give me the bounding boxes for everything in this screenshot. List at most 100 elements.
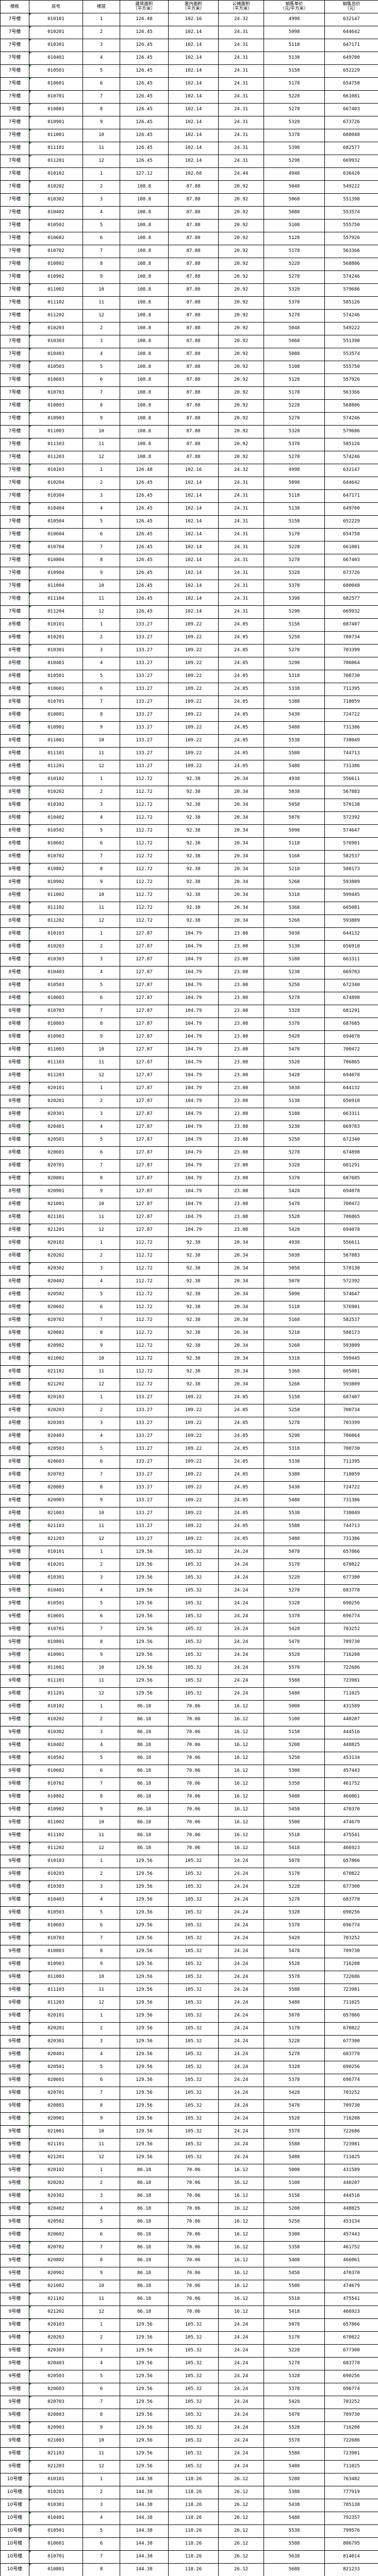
table-row[interactable]: 7号楼 011004 10 126.45 102.14 24.31 5378 680048 xyxy=(0,580,378,593)
cell-building[interactable]: 7号楼 xyxy=(0,580,29,593)
cell-building[interactable]: 8号楼 xyxy=(0,1159,29,1173)
cell-build_area[interactable]: 129.56 xyxy=(120,1893,169,1907)
cell-build_area[interactable]: 133.27 xyxy=(120,747,169,760)
cell-building[interactable]: 8号楼 xyxy=(0,1352,29,1366)
cell-inner_area[interactable]: 105.32 xyxy=(168,1880,219,1894)
cell-building[interactable]: 9号楼 xyxy=(0,1726,29,1739)
cell-total_price[interactable]: 700734 xyxy=(324,631,378,645)
cell-floor[interactable]: 6 xyxy=(83,1610,120,1623)
cell-floor[interactable]: 12 xyxy=(83,1842,120,1855)
cell-building[interactable]: 8号楼 xyxy=(0,1455,29,1469)
cell-unit_price[interactable]: 5518 xyxy=(264,2293,325,2306)
cell-room[interactable]: 010202 xyxy=(29,1713,83,1726)
cell-inner_area[interactable]: 105.32 xyxy=(168,1687,219,1701)
cell-share_area[interactable]: 23.08 xyxy=(218,1224,264,1237)
cell-floor[interactable]: 3 xyxy=(83,489,120,503)
cell-building[interactable]: 8号楼 xyxy=(0,914,29,928)
cell-floor[interactable]: 4 xyxy=(83,2048,120,2061)
cell-build_area[interactable]: 129.56 xyxy=(120,2447,169,2461)
cell-inner_area[interactable]: 109.22 xyxy=(168,721,219,735)
cell-floor[interactable]: 10 xyxy=(83,425,120,438)
cell-build_area[interactable]: 144.38 xyxy=(120,2550,169,2564)
cell-share_area[interactable]: 24.05 xyxy=(218,1520,264,1533)
cell-inner_area[interactable]: 92.38 xyxy=(168,837,219,851)
cell-total_price[interactable]: 673726 xyxy=(324,567,378,580)
cell-floor[interactable]: 11 xyxy=(83,1829,120,1842)
cell-room[interactable]: 010103 xyxy=(29,1855,83,1868)
cell-inner_area[interactable]: 87.88 xyxy=(168,232,219,245)
cell-room[interactable]: 010902 xyxy=(29,1803,83,1817)
cell-share_area[interactable]: 24.31 xyxy=(218,580,264,593)
cell-room[interactable]: 011102 xyxy=(29,902,83,915)
cell-room[interactable]: 011202 xyxy=(29,1842,83,1855)
cell-build_area[interactable]: 112.72 xyxy=(120,1301,169,1314)
cell-room[interactable]: 011003 xyxy=(29,1971,83,1984)
cell-room[interactable]: 010302 xyxy=(29,1726,83,1739)
cell-inner_area[interactable]: 105.32 xyxy=(168,2009,219,2023)
cell-floor[interactable]: 3 xyxy=(83,953,120,967)
cell-floor[interactable]: 6 xyxy=(83,1919,120,1933)
cell-share_area[interactable]: 24.24 xyxy=(218,2125,264,2139)
cell-build_area[interactable]: 133.27 xyxy=(120,683,169,696)
cell-build_area[interactable]: 112.72 xyxy=(120,1340,169,1353)
cell-share_area[interactable]: 16.12 xyxy=(218,1790,264,1804)
cell-share_area[interactable]: 16.12 xyxy=(218,2254,264,2267)
cell-total_price[interactable]: 647171 xyxy=(324,39,378,52)
cell-total_price[interactable]: 722686 xyxy=(324,2434,378,2448)
table-row[interactable]: 8号楼 010202 2 112.72 92.38 20.34 5038 567883 xyxy=(0,786,378,799)
cell-floor[interactable]: 12 xyxy=(83,760,120,773)
cell-floor[interactable]: 10 xyxy=(83,1816,120,1829)
cell-room[interactable]: 010803 xyxy=(29,1945,83,1958)
cell-unit_price[interactable]: 5228 xyxy=(264,1571,325,1585)
cell-build_area[interactable]: 126.45 xyxy=(120,90,169,104)
cell-share_area[interactable]: 24.05 xyxy=(218,696,264,709)
cell-build_area[interactable]: 86.18 xyxy=(120,2293,169,2306)
cell-floor[interactable]: 5 xyxy=(83,361,120,374)
table-row[interactable]: 9号楼 020303 3 129.56 105.32 24.24 5228 677300 xyxy=(0,2344,378,2358)
cell-inner_area[interactable]: 105.32 xyxy=(168,2035,219,2048)
cell-room[interactable]: 011002 xyxy=(29,283,83,297)
table-row[interactable]: 7号楼 010404 4 126.45 102.14 24.31 5138 649700 xyxy=(0,502,378,516)
cell-room[interactable]: 010701 xyxy=(29,1623,83,1636)
cell-share_area[interactable]: 23.08 xyxy=(218,1043,264,1057)
cell-inner_area[interactable]: 102.14 xyxy=(168,64,219,78)
cell-inner_area[interactable]: 104.79 xyxy=(168,1043,219,1057)
cell-share_area[interactable]: 24.24 xyxy=(218,2447,264,2461)
cell-floor[interactable]: 12 xyxy=(83,1533,120,1546)
cell-share_area[interactable]: 16.12 xyxy=(218,2267,264,2280)
cell-total_price[interactable]: 453134 xyxy=(324,2215,378,2229)
cell-unit_price[interactable]: 5328 xyxy=(264,2370,325,2383)
cell-share_area[interactable]: 23.08 xyxy=(218,1172,264,1185)
cell-inner_area[interactable]: 92.38 xyxy=(168,811,219,825)
cell-room[interactable]: 010401 xyxy=(29,2512,83,2525)
table-row[interactable]: 8号楼 020403 4 133.27 109.22 24.05 5298 706064 xyxy=(0,1430,378,1443)
cell-building[interactable]: 7号楼 xyxy=(0,489,29,503)
cell-total_price[interactable]: 703399 xyxy=(324,1417,378,1430)
cell-share_area[interactable]: 24.24 xyxy=(218,1984,264,1997)
cell-unit_price[interactable]: 5108 xyxy=(264,2177,325,2190)
cell-room[interactable]: 010901 xyxy=(29,116,83,129)
cell-inner_area[interactable]: 118.26 xyxy=(168,2512,219,2525)
cell-unit_price[interactable]: 5158 xyxy=(264,618,325,632)
cell-room[interactable]: 010203 xyxy=(29,1868,83,1881)
cell-unit_price[interactable]: 5048 xyxy=(264,180,325,194)
cell-unit_price[interactable]: 5328 xyxy=(264,116,325,129)
cell-building[interactable]: 8号楼 xyxy=(0,1340,29,1353)
cell-build_area[interactable]: 108.8 xyxy=(120,283,169,297)
cell-inner_area[interactable]: 70.06 xyxy=(168,1829,219,1842)
cell-share_area[interactable]: 24.24 xyxy=(218,2409,264,2422)
cell-unit_price[interactable]: 4938 xyxy=(264,773,325,786)
cell-share_area[interactable]: 20.34 xyxy=(218,889,264,902)
cell-building[interactable]: 9号楼 xyxy=(0,1945,29,1958)
cell-room[interactable]: 020901 xyxy=(29,2112,83,2126)
cell-unit_price[interactable]: 5258 xyxy=(264,979,325,992)
cell-share_area[interactable]: 23.08 xyxy=(218,1095,264,1108)
table-row[interactable]: 8号楼 021003 10 133.27 109.22 24.05 5538 738049 xyxy=(0,1507,378,1520)
cell-unit_price[interactable]: 5418 xyxy=(264,2306,325,2319)
cell-unit_price[interactable]: 5478 xyxy=(264,2409,325,2422)
cell-inner_area[interactable]: 105.32 xyxy=(168,2022,219,2036)
cell-building[interactable]: 7号楼 xyxy=(0,219,29,232)
table-row[interactable]: 9号楼 010902 9 86.18 70.06 16.12 5458 470370 xyxy=(0,1803,378,1817)
table-row[interactable]: 9号楼 020202 2 86.18 70.06 16.12 5108 440207 xyxy=(0,2177,378,2190)
cell-floor[interactable]: 6 xyxy=(83,1455,120,1469)
